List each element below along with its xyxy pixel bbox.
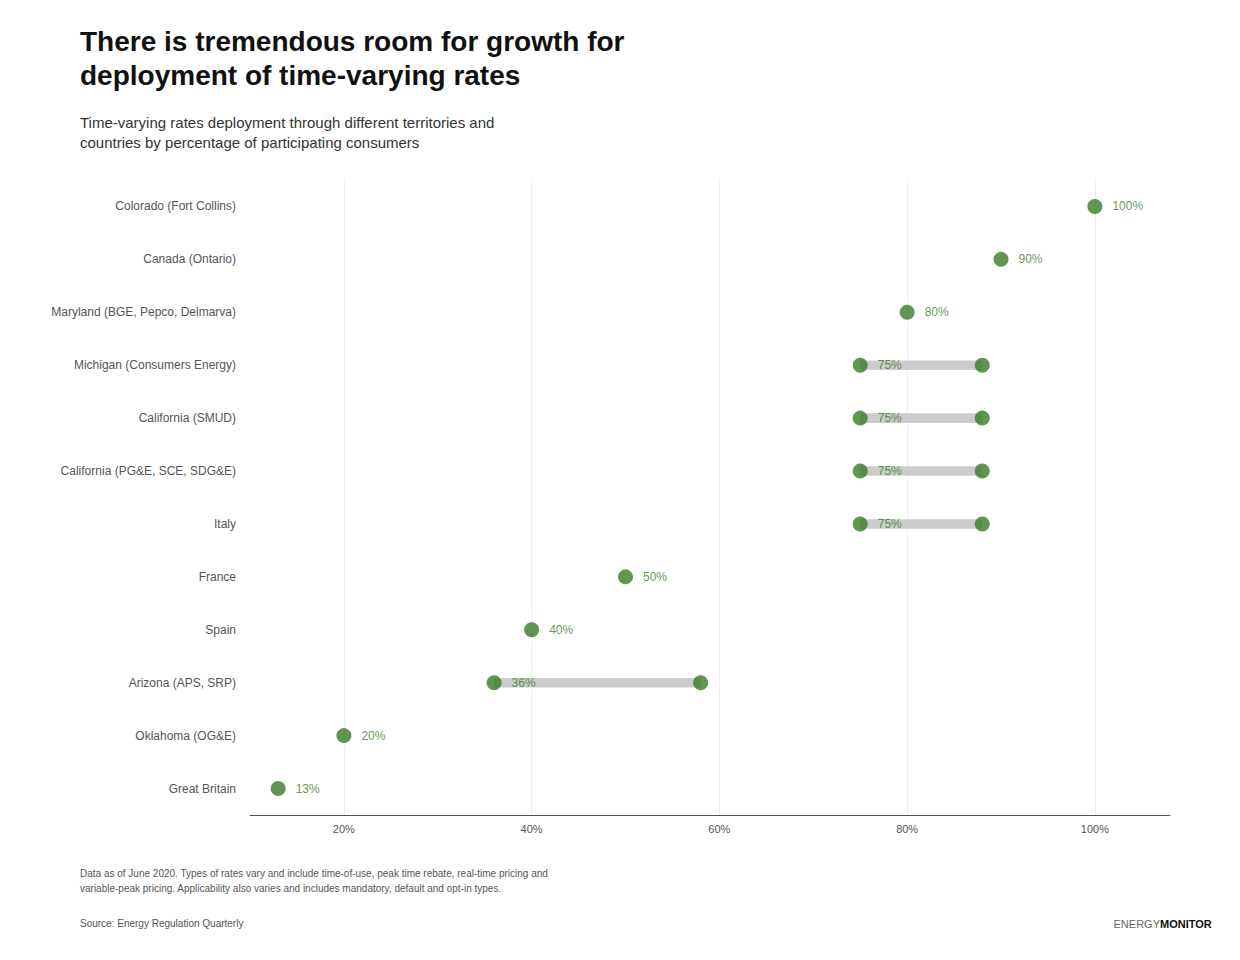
svg-text:60%: 60% xyxy=(708,823,730,835)
svg-text:Data as of June 2020. Types of: Data as of June 2020. Types of rates var… xyxy=(80,868,548,879)
svg-text:There is tremendous room for g: There is tremendous room for growth for xyxy=(80,26,625,57)
svg-text:40%: 40% xyxy=(549,623,573,637)
svg-text:Great Britain: Great Britain xyxy=(169,782,236,796)
svg-text:countries by percentage of par: countries by percentage of participating… xyxy=(80,134,419,151)
svg-text:80%: 80% xyxy=(896,823,918,835)
svg-text:36%: 36% xyxy=(512,676,536,690)
svg-text:Canada (Ontario): Canada (Ontario) xyxy=(143,252,236,266)
svg-text:Italy: Italy xyxy=(214,517,236,531)
svg-text:Spain: Spain xyxy=(205,623,236,637)
svg-text:MONITOR: MONITOR xyxy=(1160,918,1212,930)
svg-text:20%: 20% xyxy=(333,823,355,835)
svg-text:90%: 90% xyxy=(1019,252,1043,266)
svg-text:20%: 20% xyxy=(361,729,385,743)
svg-text:Michigan (Consumers Energy): Michigan (Consumers Energy) xyxy=(74,358,236,372)
svg-text:Oklahoma (OG&E): Oklahoma (OG&E) xyxy=(135,729,236,743)
svg-text:variable-peak pricing. Applica: variable-peak pricing. Applicability als… xyxy=(80,883,501,894)
svg-text:Source: Energy Regulation Quar: Source: Energy Regulation Quarterly xyxy=(80,918,243,929)
svg-text:California (PG&E, SCE, SDG&E): California (PG&E, SCE, SDG&E) xyxy=(61,464,236,478)
svg-text:40%: 40% xyxy=(521,823,543,835)
svg-text:80%: 80% xyxy=(925,305,949,319)
svg-text:13%: 13% xyxy=(296,782,320,796)
svg-text:France: France xyxy=(199,570,237,584)
svg-text:75%: 75% xyxy=(878,411,902,425)
svg-text:Colorado (Fort Collins): Colorado (Fort Collins) xyxy=(115,199,236,213)
svg-text:50%: 50% xyxy=(643,570,667,584)
svg-text:Time-varying rates deployment: Time-varying rates deployment through di… xyxy=(80,114,494,131)
svg-text:ENERGY: ENERGY xyxy=(1114,918,1161,930)
svg-text:100%: 100% xyxy=(1112,199,1143,213)
svg-text:California (SMUD): California (SMUD) xyxy=(139,411,236,425)
svg-text:Arizona (APS, SRP): Arizona (APS, SRP) xyxy=(129,676,236,690)
svg-text:75%: 75% xyxy=(878,358,902,372)
svg-text:Maryland (BGE, Pepco, Delmarva: Maryland (BGE, Pepco, Delmarva) xyxy=(51,305,236,319)
svg-text:100%: 100% xyxy=(1081,823,1109,835)
svg-text:75%: 75% xyxy=(878,517,902,531)
svg-text:75%: 75% xyxy=(878,464,902,478)
svg-text:deployment of time-varying rat: deployment of time-varying rates xyxy=(80,60,520,91)
